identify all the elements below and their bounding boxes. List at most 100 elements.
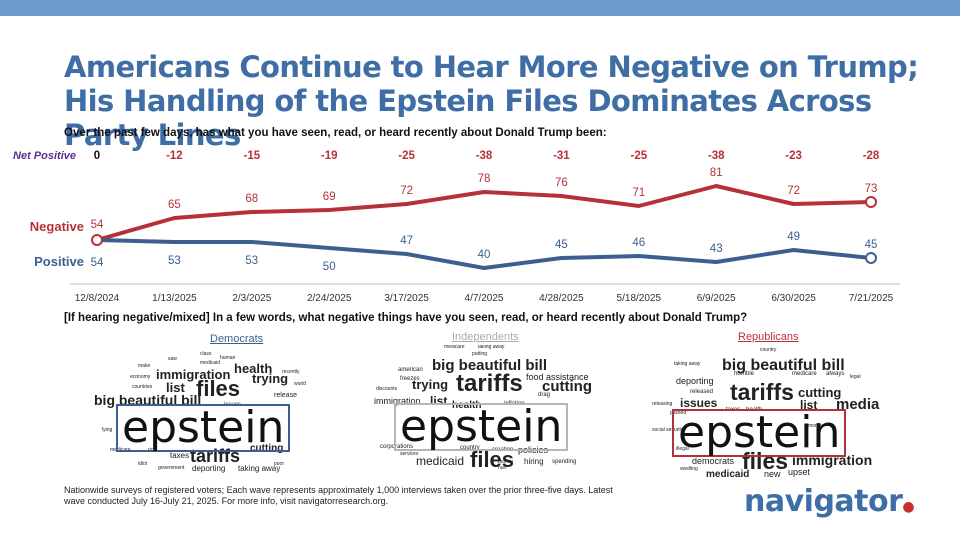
republicans-cloud-word: tariffs [730,379,794,405]
negative-data-label: 54 [91,219,104,231]
negative-data-label: 81 [710,167,723,179]
democrats-cloud-word: class [200,351,212,357]
independents-cloud-word: services [400,451,419,457]
net-value-label: -23 [785,150,802,162]
survey-question: Over the past few days, has what you hav… [64,127,607,139]
republicans-cloud-word: released [690,389,714,395]
republicans-label: Republicans [738,331,799,343]
logo-text: navigator [744,484,903,519]
republicans-cloud-word: new [764,469,781,479]
republicans-cloud-word: money [808,423,824,429]
democrats-cloud-word: make [138,363,151,369]
democrats-cloud-word: health [234,361,273,376]
independents-cloud-word: spending [552,459,577,465]
positive-data-label: 45 [555,239,568,251]
democrats-cloud-word: immigration [156,367,231,382]
independents-cloud-word: hurt [498,465,507,471]
x-tick-label: 2/3/2025 [232,293,271,304]
followup-question: [If hearing negative/mixed] In a few wor… [64,312,748,324]
positive-data-label: 46 [632,237,645,249]
net-value-label: 0 [94,150,100,162]
independents-cloud-word: discounts [376,386,398,392]
independents-cloud-word: files [470,447,515,472]
republicans-cloud-word: country [760,347,777,353]
independents-cloud-word: medicaid [416,454,465,468]
negative-data-label: 78 [478,173,491,185]
republicans-cloud-word: media [836,396,880,413]
net-value-label: -38 [708,150,725,162]
positive-series-label: Positive [34,254,84,269]
republicans-cloud-word: medicaid [706,469,750,480]
positive-series-line [96,238,872,270]
net-value-label: -19 [321,150,338,162]
independents-cloud-word: medicare [444,345,465,350]
independents-cloud-word: immigration [374,396,421,406]
net-value-label: -38 [476,150,493,162]
democrats-cloud-word: taxes [170,451,190,460]
positive-end-marker [865,252,877,264]
negative-series-line [96,184,872,242]
republicans-cloud-word: always [826,371,845,377]
republicans-cloud-word: social security [652,427,684,433]
democrats-cloud-word: recently [282,369,300,375]
page-title: Americans Continue to Hear More Negative… [64,50,919,152]
negative-data-label: 71 [632,187,645,199]
positive-data-label: 53 [168,255,181,267]
x-tick-label: 2/24/2025 [307,293,352,304]
logo-dot-icon: ● [902,499,915,515]
republicans-cloud-word: deporting [676,376,714,386]
x-tick-label: 1/13/2025 [152,293,197,304]
democrats-cloud-word: poor [274,461,285,467]
democrats-cloud-word: release [274,392,297,399]
republicans-cloud-word: list [800,398,818,412]
net-value-label: -25 [398,150,415,162]
democrats-top-word: epstein [116,404,291,452]
republicans-cloud-word: illegal [676,446,689,452]
republicans-cloud-word: horrible [734,371,755,377]
negative-data-label: 72 [787,185,800,197]
democrats-cloud-word: idiot [138,461,148,467]
independents-cloud-word: american [398,367,423,373]
negative-series-label: Negative [30,219,84,234]
x-tick-label: 6/30/2025 [771,293,816,304]
democrats-cloud-word: taking away [238,464,281,473]
democrats-cloud-word: deporting [192,464,226,473]
positive-data-label: 45 [865,239,878,251]
democrats-cloud-word: government [158,465,185,471]
independents-cloud-word: big beautiful bill [432,357,547,374]
republicans-cloud-word: passed [670,410,687,416]
negative-end-marker [865,196,877,208]
republicans-cloud-word: big beautiful bill [722,357,845,374]
republicans-cloud-word: cutting [798,385,842,400]
independents-cloud-word: country [460,445,480,451]
positive-data-label: 53 [245,255,258,267]
democrats-label: Democrats [210,333,264,345]
net-value-label: -12 [166,150,183,162]
negative-data-label: 72 [400,185,413,197]
democrats-cloud-word: saw [168,356,177,362]
positive-data-label: 50 [323,261,336,273]
independents-cloud-word: cutting [542,378,592,395]
positive-data-label: 40 [478,249,491,261]
democrats-cloud-word: files [196,376,241,401]
democrats-cloud-word: world [294,381,306,387]
independents-cloud-word: money [498,459,514,465]
positive-data-label: 47 [400,235,413,247]
negative-data-label: 68 [245,193,258,205]
line-chart: 12/8/2024 1/13/2025 2/3/2025 2/24/2025 3/17/… [13,150,900,304]
independents-cloud-word: freezes [400,376,420,382]
top-bar [0,0,960,16]
independents-cloud-word: trying [412,377,449,392]
republicans-cloud-word: releasing [652,401,673,407]
independents-cloud-word: taking away [478,345,505,350]
republicans-cloud-word: medicare [792,371,817,377]
net-positive-label: Net Positive [13,150,76,162]
independents-word-cloud: hurt money spending hiring files medicaid poli… [372,345,604,473]
net-value-label: -31 [553,150,570,162]
negative-data-label: 69 [323,191,336,203]
democrats-cloud-word: cutting [250,443,284,454]
republicans-cloud-word: swelling [680,466,698,472]
republicans-cloud-word: upset [788,467,811,477]
republicans-cloud-word: issues [680,396,718,410]
x-tick-label: 4/7/2025 [465,293,504,304]
